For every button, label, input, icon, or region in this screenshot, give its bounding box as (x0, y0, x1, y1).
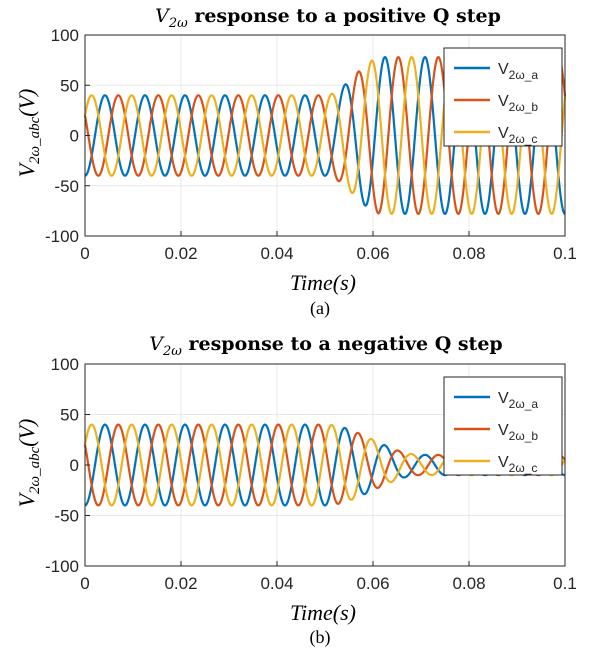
chart-a-xtick-label: 0.02 (164, 244, 197, 263)
chart-b-ytick-label: -100 (45, 557, 79, 576)
chart-a-ytick-label: 0 (70, 127, 79, 146)
chart-a: V2ω response to a positive Q step 0 0.02 0… (14, 5, 577, 319)
chart-a-legend-box (443, 47, 563, 147)
chart-a-xtick-label: 0.08 (452, 244, 485, 263)
chart-b-ytick-label: -50 (54, 507, 79, 526)
chart-a-series-a (84, 55, 566, 216)
chart-b-xtick-label: 0.08 (452, 574, 485, 593)
chart-a-legend-label: V2ω_b (498, 93, 538, 114)
chart-a-xtick-label: 0.04 (260, 244, 293, 263)
chart-b-ylabel: V2ω_abc(V) (14, 419, 43, 508)
chart-b-xtick-label: 0.02 (164, 574, 197, 593)
chart-a-ytick-label: -50 (54, 177, 79, 196)
chart-b-legend-label: V2ω_c (498, 454, 537, 475)
chart-b-legend-label: V2ω_a (498, 390, 538, 411)
chart-a-ytick-label: 100 (51, 26, 79, 45)
chart-b-legend: V2ω_a V2ω_b V2ω_c (443, 376, 563, 476)
chart-b-legend-label: V2ω_b (498, 422, 538, 443)
chart-a-xtick-label: 0.1 (553, 244, 577, 263)
chart-a-panel-label: (a) (310, 298, 330, 319)
chart-b-xtick-label: 0.06 (356, 574, 389, 593)
chart-a-xlabel: Time(s) (290, 270, 356, 295)
chart-a-ytick-label: 50 (60, 76, 79, 95)
chart-a-ytick-label: -100 (45, 227, 79, 246)
chart-a-ticks: 0 0.02 0.04 0.06 0.08 0.1 -100 -50 0 50 100 (45, 26, 577, 263)
chart-a-title: V2ω response to a positive Q step (155, 5, 501, 31)
chart-a-xtick-label: 0 (80, 244, 89, 263)
chart-b-panel-label: (b) (310, 627, 331, 648)
chart-b-xtick-label: 0.04 (260, 574, 293, 593)
chart-a-xtick-label: 0.06 (356, 244, 389, 263)
chart-b-xtick-label: 0 (80, 574, 89, 593)
chart-a-legend-label: V2ω_c (498, 125, 537, 146)
chart-b-ticks: 0 0.02 0.04 0.06 0.08 0.1 -100 -50 0 50 100 (45, 355, 577, 593)
chart-b-ytick-label: 50 (60, 406, 79, 425)
chart-a-legend-label: V2ω_a (498, 61, 538, 82)
chart-b-title: V2ω response to a negative Q step (149, 333, 502, 359)
chart-b-xlabel: Time(s) (290, 600, 356, 625)
chart-b-xtick-label: 0.1 (553, 574, 577, 593)
chart-b: V2ω response to a negative Q step 0 0.02 0… (14, 333, 577, 648)
chart-b-ytick-label: 100 (51, 355, 79, 374)
chart-a-ylabel: V2ω_abc(V) (14, 89, 43, 178)
chart-a-legend: V2ω_a V2ω_b V2ω_c (443, 47, 563, 147)
chart-b-ytick-label: 0 (70, 456, 79, 475)
chart-b-legend-box (443, 376, 563, 476)
